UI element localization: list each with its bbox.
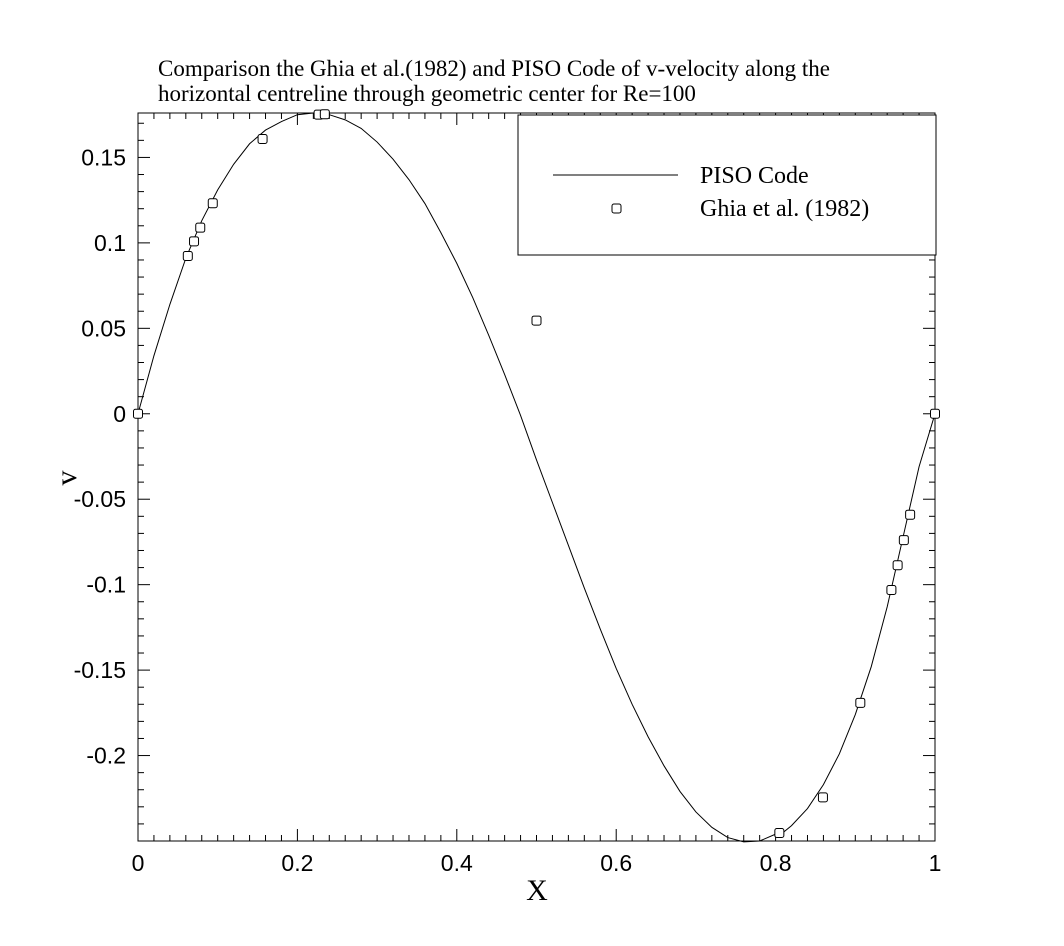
x-tick-labels: 0 0.2 0.4 0.6 0.8 1 (132, 850, 942, 876)
data-point-ghia (817, 792, 828, 803)
x-tick-label: 0.6 (600, 850, 632, 876)
data-point-ghia (898, 535, 909, 546)
x-tick-label: 0.4 (441, 850, 473, 876)
x-tick-label: 1 (929, 850, 942, 876)
x-tick-label: 0.8 (760, 850, 792, 876)
data-point-ghia (207, 198, 218, 209)
y-tick-label: -0.1 (86, 572, 126, 598)
legend-marker-swatch (611, 203, 622, 214)
data-point-ghia (855, 697, 866, 708)
x-tick-label: 0.2 (281, 850, 313, 876)
data-point-ghia (892, 560, 903, 571)
series-line-piso-code (137, 112, 936, 843)
y-tick-label: 0.1 (94, 230, 126, 256)
legend: PISO Code Ghia et al. (1982) (517, 114, 937, 256)
legend-label-ghia: Ghia et al. (1982) (700, 196, 869, 222)
y-tick-label: -0.2 (86, 743, 126, 769)
legend-label-piso: PISO Code (700, 163, 809, 189)
data-point-ghia (905, 509, 916, 520)
data-point-ghia (189, 236, 200, 247)
series-layer (133, 109, 940, 843)
y-tick-label: 0 (113, 401, 126, 427)
y-axis-title: v (50, 471, 83, 486)
y-tick-label: -0.05 (74, 486, 126, 512)
y-tick-label: -0.15 (74, 657, 126, 683)
data-point-ghia (930, 408, 940, 419)
data-point-ghia (195, 222, 206, 233)
y-tick-labels: 0.15 0.1 0.05 0 -0.05 -0.1 -0.15 -0.2 (74, 144, 126, 768)
data-point-ghia (319, 109, 330, 120)
chart-title-line-1: Comparison the Ghia et al.(1982) and PIS… (158, 56, 830, 81)
y-tick-label: 0.15 (81, 144, 126, 170)
x-axis-title: X (526, 874, 548, 907)
data-point-ghia (257, 134, 268, 145)
legend-box (517, 114, 937, 256)
x-tick-label: 0 (132, 850, 145, 876)
y-tick-label: 0.05 (81, 315, 126, 341)
data-point-ghia (133, 408, 143, 419)
data-point-ghia (531, 315, 542, 326)
data-point-ghia (886, 585, 897, 596)
data-point-ghia (182, 250, 193, 261)
data-point-ghia (774, 828, 785, 839)
chart-title-line-2: horizontal centreline through geometric … (158, 81, 696, 106)
